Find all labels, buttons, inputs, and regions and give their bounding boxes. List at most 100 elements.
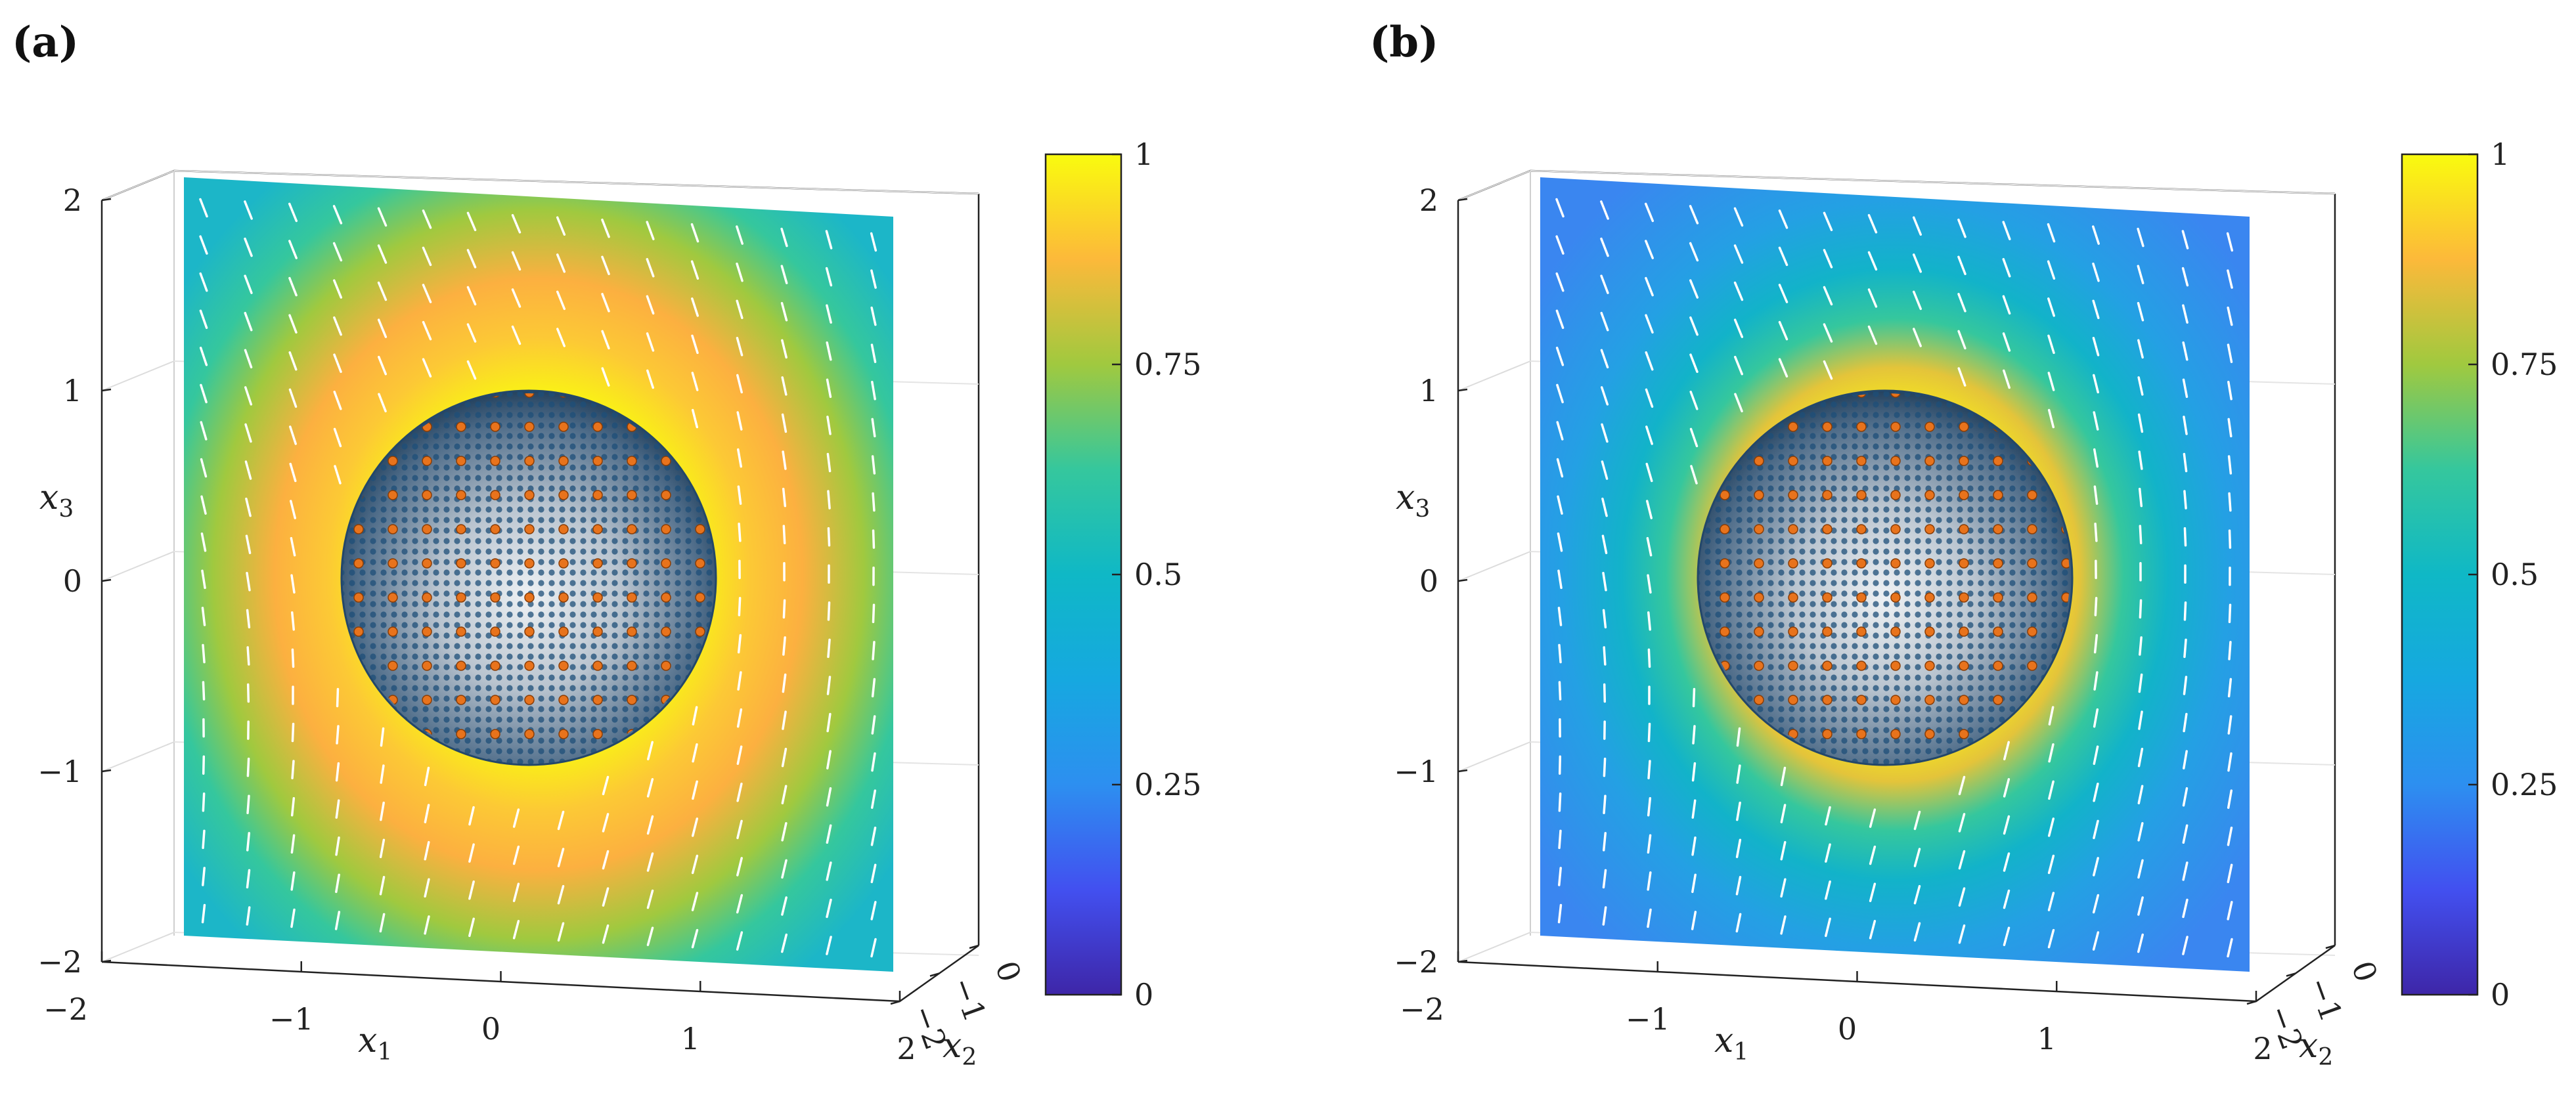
field-arrow [2003, 778, 2010, 798]
x1-axis-label-main: x [1714, 1021, 1733, 1060]
field-arrow [1778, 284, 1788, 303]
field-arrow [736, 708, 743, 728]
x3-axis-label: x3 [39, 478, 74, 523]
field-arrow [738, 522, 742, 542]
field-arrow [646, 778, 654, 798]
field-arrow [1600, 349, 1609, 369]
x2-tick-label: 0 [988, 957, 1029, 987]
field-arrow [1601, 497, 1608, 517]
field-arrow [1645, 351, 1654, 371]
field-arrow [1647, 834, 1652, 854]
field-arrow [2182, 861, 2188, 881]
field-arrow [1689, 427, 1699, 448]
field-arrow [2226, 232, 2234, 252]
field-arrow [1603, 794, 1607, 815]
grid-x3-side [101, 360, 175, 391]
field-arrow [556, 253, 566, 273]
field-arrow [601, 330, 610, 350]
field-arrow [1603, 646, 1607, 666]
field-arrow [2093, 745, 2099, 765]
field-arrow [288, 240, 298, 259]
field-arrow [246, 609, 251, 629]
field-arrow [422, 284, 432, 303]
field-arrow [512, 808, 520, 828]
field-arrow [1647, 574, 1652, 594]
field-arrow [2137, 896, 2144, 916]
field-arrow [1913, 810, 1921, 831]
field-arrow [1823, 249, 1833, 269]
field-arrow [468, 917, 475, 938]
field-arrow [870, 269, 877, 289]
field-arrow [2137, 822, 2144, 842]
field-arrow [825, 267, 833, 287]
field-arrow [692, 706, 698, 726]
x3-tick-mark [1457, 388, 1468, 392]
field-arrow [380, 801, 385, 821]
field-arrow [737, 671, 742, 691]
field-arrow [2139, 636, 2143, 656]
field-arrow [870, 863, 877, 884]
field-arrow [556, 216, 566, 236]
grid-x3-back [1530, 170, 2336, 194]
field-arrow [290, 574, 296, 594]
field-arrow [424, 804, 430, 823]
field-arrow [736, 745, 743, 765]
field-arrow [827, 527, 831, 547]
field-arrow [244, 237, 253, 257]
field-arrow [827, 638, 831, 659]
x3-tick-mark [1457, 198, 1468, 202]
field-arrow [2182, 304, 2188, 324]
field-arrow [1735, 913, 1742, 933]
x3-tick-label: 2 [1419, 183, 1438, 218]
field-arrow [424, 840, 430, 861]
field-arrow [826, 378, 832, 399]
field-arrow [2047, 408, 2055, 429]
field-arrow [691, 297, 699, 317]
panel-label-a: (a) [12, 18, 79, 67]
field-arrow [826, 824, 832, 844]
field-arrow [1555, 272, 1565, 292]
field-arrow [336, 725, 340, 745]
field-arrow [2137, 747, 2144, 768]
field-arrow [2227, 455, 2232, 475]
field-arrow [646, 926, 654, 946]
field-arrow [1601, 534, 1608, 554]
field-arrow [2228, 603, 2232, 624]
field-arrow [602, 850, 610, 870]
field-arrow [1557, 607, 1563, 626]
field-arrow [2137, 859, 2144, 879]
x3-axis-label-main: x [39, 478, 58, 517]
field-arrow [332, 205, 343, 225]
field-arrow [511, 251, 522, 271]
field-arrow [202, 792, 206, 812]
x1-tick-label: 0 [481, 1011, 500, 1047]
field-arrow [244, 423, 252, 443]
x2-tick-mark [2286, 972, 2296, 977]
field-arrow [781, 785, 788, 804]
field-arrow [378, 355, 387, 376]
x1-tick-label: 1 [681, 1021, 700, 1056]
field-arrow [1689, 279, 1699, 299]
field-arrow [2094, 597, 2098, 617]
field-arrow [2092, 894, 2100, 914]
field-arrow [825, 230, 833, 250]
field-arrow [332, 242, 343, 262]
field-arrow [377, 207, 388, 227]
field-arrow [288, 202, 298, 223]
colorbar-gradient [1044, 153, 1122, 996]
field-arrow [1736, 727, 1741, 747]
field-arrow [1957, 218, 1966, 238]
colorbar-tick-label: 0.5 [1134, 557, 1182, 592]
field-arrow [290, 871, 296, 891]
field-arrow [335, 762, 340, 782]
field-arrow [870, 938, 877, 958]
field-arrow [691, 372, 699, 391]
field-arrow [1647, 871, 1652, 891]
field-arrow [199, 272, 208, 292]
field-arrow [2093, 374, 2099, 394]
grid-x3-side [101, 932, 175, 963]
field-arrow [332, 279, 343, 299]
field-arrow [1689, 353, 1699, 373]
field-arrow [1823, 211, 1833, 232]
